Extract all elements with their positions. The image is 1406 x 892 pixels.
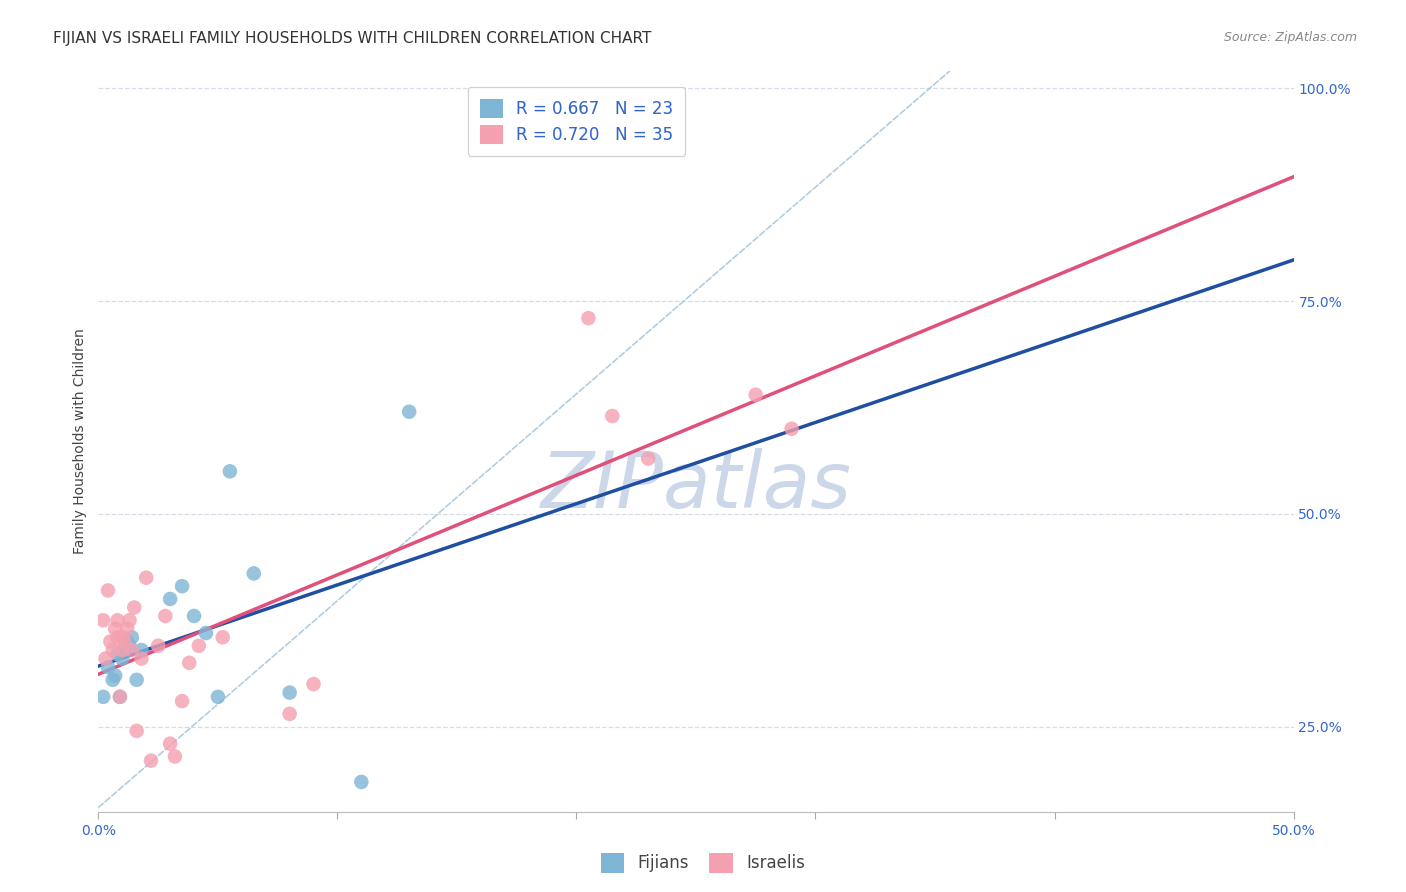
Point [107,648,129,662]
Point [125,673,148,687]
Point [159,591,181,606]
Point [207,690,229,704]
Point [350,775,373,789]
Point [107,613,129,627]
Point [98,634,122,648]
Point [278,685,301,699]
Point [94,651,117,665]
Point [97,583,120,598]
Point [108,690,131,704]
Point [159,737,181,751]
Point [101,673,124,687]
Point [91,690,114,704]
Point [172,579,194,593]
Point [104,622,127,636]
Point [115,622,138,636]
Point [108,690,131,704]
Y-axis label: Family Households with Children: Family Households with Children [73,328,87,555]
Point [155,609,177,624]
Text: FIJIAN VS ISRAELI FAMILY HOUSEHOLDS WITH CHILDREN CORRELATION CHART: FIJIAN VS ISRAELI FAMILY HOUSEHOLDS WITH… [53,31,652,46]
Text: Source: ZipAtlas.com: Source: ZipAtlas.com [1223,31,1357,45]
Point [278,706,301,721]
Point [114,643,136,657]
Point [91,613,114,627]
Point [243,566,266,581]
Point [131,651,153,665]
Point [637,451,659,466]
Point [121,643,143,657]
Point [398,405,420,419]
Point [602,409,624,423]
Point [172,694,194,708]
Point [148,639,170,653]
Point [211,630,233,644]
Legend: Fijians, Israelis: Fijians, Israelis [595,847,811,880]
Text: ZIPatlas: ZIPatlas [540,448,852,524]
Point [219,464,242,478]
Point [745,388,768,402]
Point [195,626,218,640]
Point [163,749,186,764]
Point [578,311,600,326]
Point [97,660,120,674]
Point [101,643,124,657]
Point [118,613,141,627]
Point [114,634,136,648]
Point [187,639,209,653]
Point [118,639,141,653]
Point [179,656,201,670]
Point [125,723,148,738]
Point [111,630,134,644]
Point [131,643,153,657]
Point [780,422,803,436]
Point [183,609,205,624]
Legend: R = 0.667   N = 23, R = 0.720   N = 35: R = 0.667 N = 23, R = 0.720 N = 35 [468,87,685,155]
Point [111,643,134,657]
Point [124,600,146,615]
Point [121,630,143,644]
Point [111,651,134,665]
Point [104,668,127,682]
Point [115,634,138,648]
Point [107,630,129,644]
Point [139,754,162,768]
Point [302,677,325,691]
Point [135,571,157,585]
